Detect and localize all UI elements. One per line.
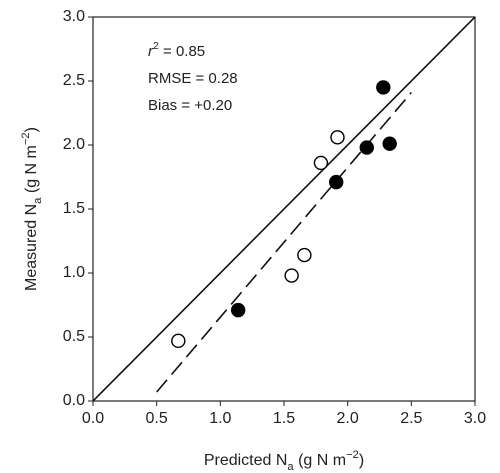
x-tick-label: 2.5 (400, 410, 422, 427)
point (329, 174, 344, 190)
y-axis-label-part: a (32, 197, 44, 204)
point (171, 333, 186, 349)
y-axis-label-part: Measured N (23, 204, 40, 291)
y-axis-label-part: ) (23, 127, 40, 132)
x-axis-label-part: a (287, 461, 294, 473)
annotation: RMSE = 0.28 (148, 70, 238, 87)
y-tick-label: 2.0 (63, 136, 85, 153)
x-axis-label: Predicted Na (g N m−2) (204, 449, 364, 473)
y-tick-label: 1.0 (63, 264, 85, 281)
x-tick-label: 0.5 (146, 410, 168, 427)
point (297, 247, 312, 263)
annotation-part: r (148, 43, 154, 60)
annotation-part: Bias = +0.20 (148, 97, 232, 114)
annotation: Bias = +0.20 (148, 97, 232, 114)
x-tick-label: 2.0 (337, 410, 359, 427)
point (359, 140, 374, 155)
x-tick-label: 1.0 (209, 410, 231, 427)
plot-frame (92, 16, 476, 402)
y-axis-label: Measured Na (g N m−2) (20, 127, 44, 291)
x-tick-label: 1.5 (273, 410, 295, 427)
solid-line (93, 17, 475, 401)
point (382, 136, 397, 151)
x-axis-label-part: (g N m (294, 452, 346, 469)
x-tick-label: 3.0 (464, 410, 486, 427)
point (376, 80, 391, 95)
point (313, 155, 329, 171)
y-tick-label: 3.0 (63, 8, 85, 25)
point (330, 130, 345, 145)
y-axis-label-part: (g N m (23, 145, 40, 197)
x-tick-label: 0.0 (82, 410, 104, 427)
x-axis-label-part: Predicted N (204, 452, 288, 469)
annotation-part: RMSE = 0.28 (148, 70, 238, 87)
y-tick-label: 2.5 (63, 72, 85, 89)
annotation-part: = 0.85 (159, 43, 205, 60)
annotation-part: 2 (153, 40, 159, 52)
annotation: r2 = 0.85 (148, 40, 205, 60)
y-axis-label-part: −2 (20, 132, 32, 145)
x-axis-label-part: −2 (346, 449, 359, 461)
y-tick-label: 0.0 (63, 392, 85, 409)
x-axis-label-part: ) (359, 452, 364, 469)
y-tick-label: 0.5 (63, 328, 85, 345)
dashed-line (156, 92, 412, 393)
y-tick-label: 1.5 (63, 200, 85, 217)
point (230, 302, 246, 318)
point (284, 268, 299, 283)
